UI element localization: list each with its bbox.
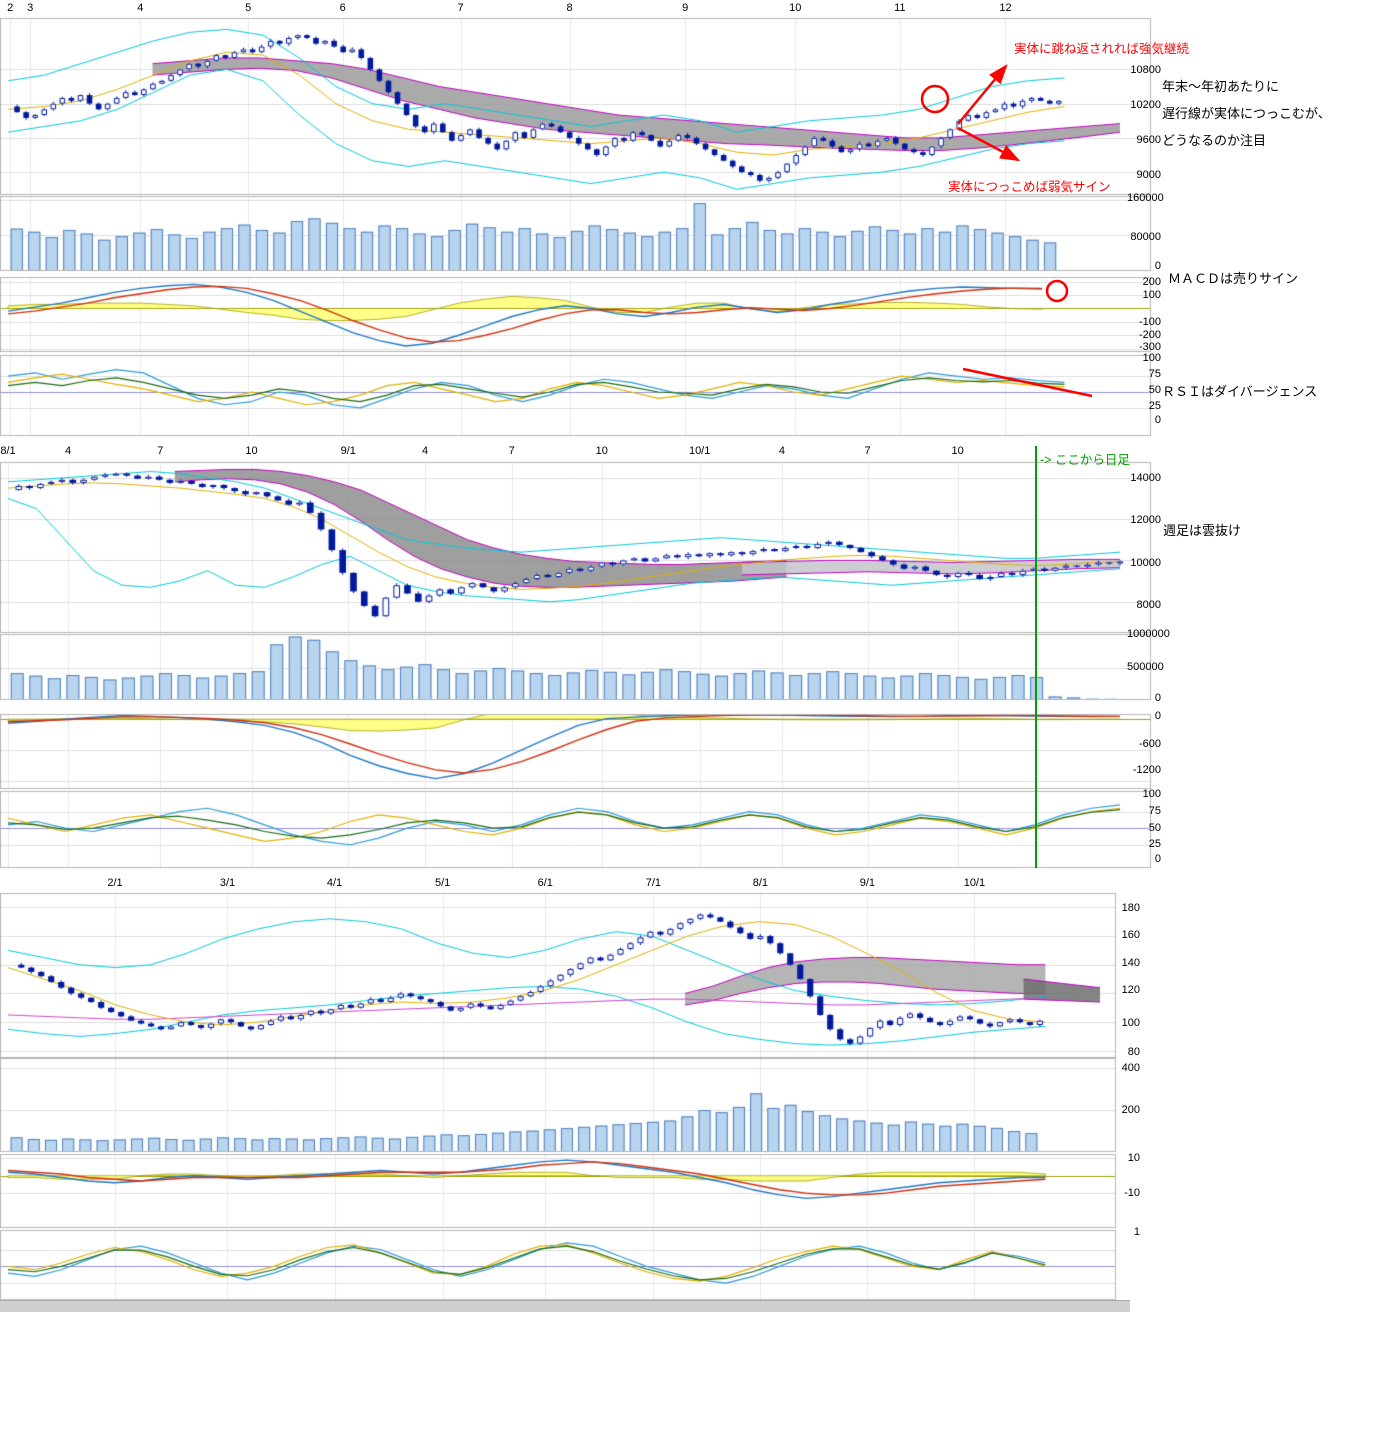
y-axis-label: 180	[1121, 902, 1140, 914]
y-axis-label: 160	[1121, 929, 1140, 941]
x-axis-tick: 10/1	[963, 877, 986, 889]
y-axis-label: 9000	[1136, 169, 1161, 181]
y-axis-label: 50	[1148, 822, 1161, 834]
y-axis-label: 0	[1154, 414, 1161, 426]
y-axis-label: 75	[1148, 805, 1161, 817]
x-axis-tick: 8/1	[0, 445, 16, 457]
y-axis-label: 80	[1127, 1046, 1140, 1058]
y-axis-label: 10000	[1130, 557, 1161, 569]
y-axis-label: -100	[1138, 316, 1161, 328]
x-axis-tick: 9/1	[859, 877, 876, 889]
y-axis-label: 10200	[1130, 99, 1161, 111]
y-axis-label: 100	[1142, 788, 1161, 800]
y-axis-label: 10800	[1130, 64, 1161, 76]
bottom-gray-strip	[0, 1300, 1130, 1312]
y-axis-label: 50	[1148, 384, 1161, 396]
x-axis-tick: 2/1	[107, 877, 123, 889]
y-axis-label: 0	[1154, 692, 1161, 704]
x-axis-tick: 5	[245, 2, 252, 14]
y-axis-label: -1200	[1132, 764, 1161, 776]
x-axis-tick: 8/1	[752, 877, 769, 889]
note-macd-sell: ＭＡＣＤは売りサイン	[1168, 271, 1299, 286]
x-axis-tick: 8	[566, 2, 573, 14]
x-axis-tick: 7/1	[645, 877, 662, 889]
x-axis-tick: 12	[999, 2, 1012, 14]
y-axis-label: 200	[1121, 1104, 1140, 1116]
y-axis-label: 9600	[1136, 134, 1161, 146]
x-axis-tick: 9	[682, 2, 689, 14]
note-yearend-line2: 遅行線が実体につっこむが、	[1162, 106, 1331, 121]
y-axis-label: 75	[1148, 368, 1161, 380]
daily-chart-canvas	[0, 0, 1155, 443]
second-daily-chart-canvas	[0, 875, 1140, 1312]
note-daily-from-here: -> ここから日足	[1040, 453, 1130, 467]
y-axis-label: 25	[1148, 400, 1161, 412]
x-axis-tick: 7	[157, 445, 164, 457]
x-axis-tick: 6	[339, 2, 346, 14]
note-bullish-continuation: 実体に跳ね返されれば強気継続	[1014, 42, 1190, 56]
y-axis-label: 100	[1142, 289, 1161, 301]
y-axis-label: 10	[1127, 1152, 1140, 1164]
daily-start-divider-line	[1035, 446, 1037, 868]
y-axis-label: 160000	[1127, 192, 1164, 204]
y-axis-label: 100	[1121, 1017, 1140, 1029]
y-axis-label: 0	[1154, 260, 1161, 272]
y-axis-label: 1	[1133, 1226, 1140, 1238]
x-axis-tick: 2	[7, 2, 14, 14]
x-axis-tick: 6/1	[537, 877, 553, 889]
x-axis-tick: 3	[27, 2, 34, 14]
x-axis-tick: 11	[894, 2, 906, 14]
x-axis-tick: 10	[951, 445, 964, 457]
note-yearend-line3: どうなるのか注目	[1162, 133, 1267, 148]
x-axis-tick: 7	[457, 2, 464, 14]
y-axis-label: 14000	[1130, 472, 1161, 484]
y-axis-label: -300	[1138, 341, 1161, 353]
note-yearend-line1: 年末～年初あたりに	[1162, 79, 1280, 94]
x-axis-tick: 4	[778, 445, 785, 457]
x-axis-tick: 3/1	[219, 877, 236, 889]
y-axis-label: 0	[1154, 710, 1161, 722]
x-axis-tick: 4	[64, 445, 72, 457]
y-axis-label: -200	[1138, 329, 1161, 341]
x-axis-tick: 4/1	[326, 877, 343, 889]
y-axis-label: 8000	[1136, 599, 1161, 611]
x-axis-tick: 5/1	[434, 877, 451, 889]
y-axis-label: 100	[1142, 352, 1161, 364]
x-axis-tick: 10	[789, 2, 802, 14]
y-axis-label: -600	[1138, 738, 1161, 750]
x-axis-tick: 10/1	[688, 445, 711, 457]
x-axis-tick: 10	[595, 445, 608, 457]
y-axis-label: 25	[1148, 838, 1161, 850]
x-axis-tick: 9/1	[340, 445, 356, 457]
y-axis-label: -10	[1124, 1187, 1140, 1199]
x-axis-tick: 10	[245, 445, 258, 457]
y-axis-label: 120	[1121, 984, 1140, 996]
x-axis-tick: 4	[137, 2, 144, 14]
y-axis-label: 500000	[1127, 661, 1164, 673]
weekly-chart-canvas	[0, 443, 1155, 875]
y-axis-label: 0	[1154, 853, 1161, 865]
y-axis-label: 140	[1121, 957, 1140, 969]
y-axis-label: 80000	[1130, 231, 1161, 243]
note-weekly-cloud-break: 週足は雲抜け	[1163, 523, 1242, 538]
x-axis-tick: 4	[421, 445, 429, 457]
y-axis-label: 1000000	[1127, 628, 1170, 640]
x-axis-tick: 7	[864, 445, 871, 457]
y-axis-label: 200	[1142, 276, 1161, 288]
note-rsi-divergence: ＲＳＩはダイバージェンス	[1162, 384, 1318, 399]
x-axis-tick: 7	[508, 445, 515, 457]
y-axis-label: 12000	[1130, 514, 1161, 526]
note-bearish-sign: 実体につっこめば弱気サイン	[948, 180, 1111, 194]
y-axis-label: 400	[1121, 1062, 1140, 1074]
